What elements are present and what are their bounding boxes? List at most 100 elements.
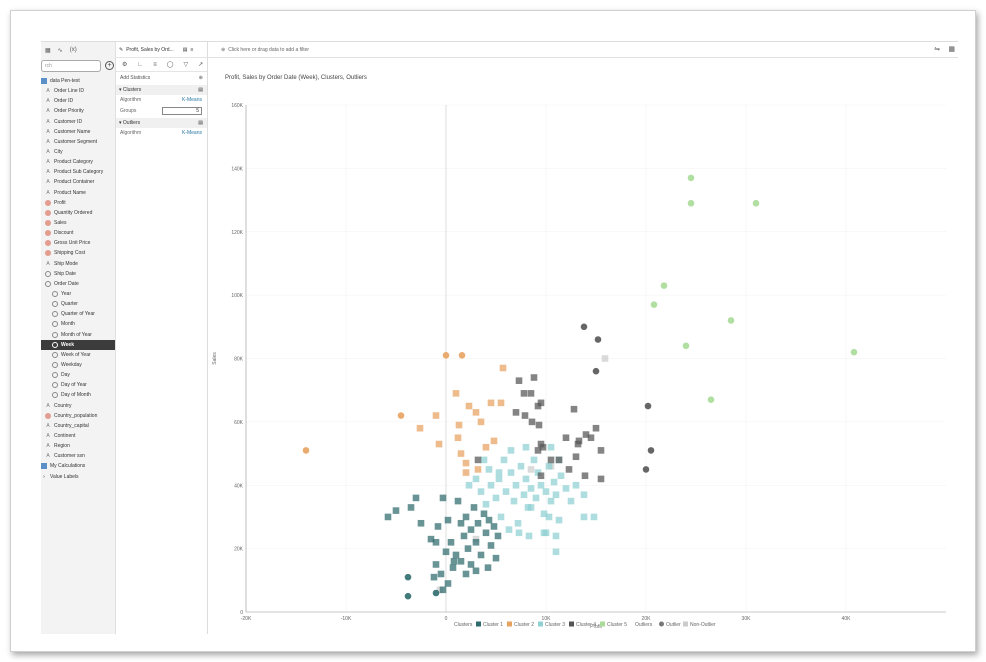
- data-point[interactable]: [439, 586, 447, 594]
- filter-panel-icon[interactable]: ▦: [948, 46, 955, 53]
- data-point[interactable]: [435, 440, 443, 448]
- outlier-point[interactable]: [647, 447, 655, 454]
- data-point[interactable]: [535, 421, 543, 429]
- data-point[interactable]: [474, 456, 482, 464]
- data-point[interactable]: [480, 456, 488, 464]
- tree-item[interactable]: Week of Year: [41, 350, 115, 360]
- data-point[interactable]: [527, 485, 535, 492]
- outlier-point[interactable]: [592, 367, 600, 375]
- tree-item[interactable]: Gross Unit Price: [41, 238, 115, 248]
- tree-item[interactable]: Profit: [41, 198, 115, 208]
- tree-item[interactable]: Year: [41, 289, 115, 299]
- data-point[interactable]: [492, 494, 500, 502]
- filter-bar[interactable]: ⊕ Click here or drag data to add a filte…: [208, 42, 958, 58]
- tree-item[interactable]: My Calculations: [41, 461, 115, 471]
- data-point[interactable]: [557, 472, 565, 480]
- data-point[interactable]: [507, 469, 515, 476]
- data-point[interactable]: [464, 545, 472, 552]
- tree-item[interactable]: Sales: [41, 218, 115, 228]
- data-point[interactable]: [587, 434, 595, 442]
- data-point[interactable]: [442, 548, 450, 556]
- data-point[interactable]: [497, 399, 505, 407]
- data-point[interactable]: [850, 348, 858, 356]
- data-point[interactable]: [539, 443, 547, 451]
- tree-item[interactable]: Weekday: [41, 360, 115, 370]
- data-point[interactable]: [384, 513, 392, 521]
- outlier-point[interactable]: [397, 412, 405, 419]
- data-point[interactable]: [502, 488, 510, 495]
- data-point[interactable]: [492, 554, 500, 562]
- data-point[interactable]: [537, 472, 545, 480]
- data-point[interactable]: [542, 529, 550, 537]
- data-point[interactable]: [527, 466, 535, 473]
- data-point[interactable]: [412, 494, 420, 502]
- tree-item[interactable]: A Customer Segment: [41, 137, 115, 147]
- collapse-icon[interactable]: ▾: [119, 120, 123, 126]
- data-point[interactable]: [480, 510, 488, 518]
- menu-icon[interactable]: ≡: [190, 46, 194, 53]
- data-point[interactable]: [550, 478, 558, 486]
- tree-item[interactable]: Week: [41, 339, 115, 350]
- tree-item[interactable]: A Customer ID: [41, 117, 115, 127]
- data-point[interactable]: [582, 431, 590, 438]
- data-point[interactable]: [467, 561, 475, 568]
- data-point[interactable]: [527, 390, 535, 397]
- data-point[interactable]: [601, 355, 609, 362]
- data-point[interactable]: [495, 469, 503, 476]
- data-point[interactable]: [462, 469, 470, 476]
- data-point[interactable]: [477, 551, 485, 559]
- data-point[interactable]: [465, 402, 473, 410]
- data-point[interactable]: [572, 481, 580, 489]
- data-point[interactable]: [534, 447, 542, 454]
- data-point[interactable]: [565, 466, 573, 473]
- data-point[interactable]: [477, 488, 485, 495]
- data-point[interactable]: [687, 174, 695, 182]
- data-point[interactable]: [520, 491, 528, 499]
- tree-item[interactable]: A Customer Name: [41, 127, 115, 137]
- data-point[interactable]: [562, 485, 570, 492]
- data-point[interactable]: [660, 282, 668, 289]
- data-point[interactable]: [522, 443, 530, 451]
- data-point[interactable]: [450, 558, 458, 565]
- data-point[interactable]: [575, 437, 583, 445]
- add-data-button[interactable]: +: [105, 61, 114, 70]
- data-point[interactable]: [437, 570, 445, 578]
- delete-icon[interactable]: ▤: [198, 87, 203, 93]
- data-point[interactable]: [470, 504, 478, 511]
- tree-item[interactable]: Day: [41, 370, 115, 380]
- add-statistics-icon[interactable]: ⊕: [198, 75, 203, 81]
- tree-item[interactable]: A Continent: [41, 431, 115, 441]
- data-point[interactable]: [552, 491, 560, 499]
- data-point[interactable]: [482, 500, 490, 508]
- data-point[interactable]: [457, 558, 465, 565]
- data-point[interactable]: [439, 494, 447, 502]
- data-point[interactable]: [727, 317, 735, 324]
- data-point[interactable]: [521, 412, 529, 419]
- data-point[interactable]: [472, 475, 480, 483]
- tree-item[interactable]: A Order Line ID: [41, 86, 115, 96]
- data-point[interactable]: [552, 532, 560, 540]
- data-point[interactable]: [542, 488, 550, 495]
- tree-item[interactable]: A City: [41, 147, 115, 157]
- data-point[interactable]: [485, 466, 493, 473]
- data-point[interactable]: [499, 364, 507, 372]
- tree-item[interactable]: Discount: [41, 228, 115, 238]
- data-point[interactable]: [462, 459, 470, 467]
- data-point[interactable]: [472, 409, 480, 416]
- data-point[interactable]: [547, 443, 555, 451]
- data-point[interactable]: [525, 532, 533, 540]
- collapse-icon[interactable]: ▾: [119, 87, 123, 93]
- tree-item[interactable]: A Product Container: [41, 177, 115, 187]
- data-point[interactable]: [462, 570, 470, 578]
- data-point[interactable]: [562, 434, 570, 442]
- data-point[interactable]: [444, 516, 452, 524]
- data-point[interactable]: [752, 199, 760, 207]
- data-point[interactable]: [452, 551, 460, 559]
- data-point[interactable]: [474, 519, 482, 527]
- tree-item[interactable]: Country_population: [41, 411, 115, 421]
- data-point[interactable]: [457, 450, 465, 457]
- data-point[interactable]: [487, 481, 495, 489]
- tree-item[interactable]: A Customer ssn: [41, 451, 115, 461]
- tree-item[interactable]: data Pen-test: [41, 76, 115, 86]
- data-point[interactable]: [454, 497, 462, 505]
